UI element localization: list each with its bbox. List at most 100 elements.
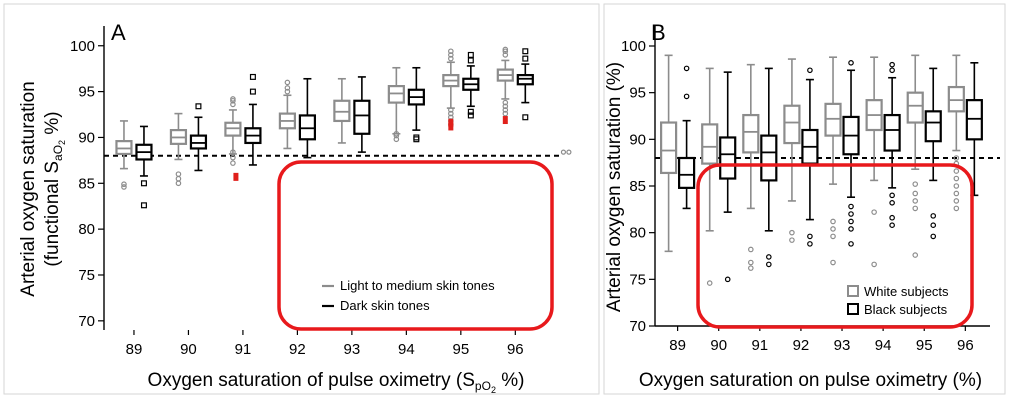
outlier-point — [502, 110, 509, 117]
y-axis-title-subsub: 2 — [57, 140, 67, 145]
outlier-point — [953, 198, 960, 204]
legend-label: Dark skin tones — [340, 298, 430, 313]
x-tick-label: 95 — [452, 341, 469, 358]
outlier-point — [467, 108, 474, 115]
outlier-point — [683, 65, 690, 72]
outlier-point — [566, 149, 572, 155]
outlier-point — [912, 181, 919, 187]
outlier-point — [807, 67, 813, 74]
outlier-point — [748, 246, 754, 253]
outlier-point — [448, 55, 454, 62]
outlier-point — [393, 130, 400, 137]
y-tick-label: 85 — [629, 178, 646, 195]
outlier-point — [830, 226, 836, 232]
x-tick-label: 91 — [235, 341, 252, 358]
outlier-point — [807, 241, 813, 247]
box-iqr — [783, 104, 801, 145]
outlier-point — [706, 280, 713, 286]
y-tick-label: 70 — [629, 318, 646, 335]
box-iqr — [742, 113, 760, 154]
y-tick-label: 90 — [629, 131, 646, 148]
legend-label: Black subjects — [864, 302, 948, 317]
legend-label: White subjects — [864, 284, 949, 299]
y-axis-title-suffix: %) — [42, 111, 63, 140]
x-tick-label: 89 — [669, 337, 686, 354]
outlier-point — [502, 99, 509, 106]
highlight-marker — [448, 122, 454, 131]
outlier-point — [830, 259, 836, 266]
outlier-point — [195, 103, 202, 110]
outlier-point — [953, 175, 960, 182]
highlight-marker — [502, 116, 508, 125]
box-iqr — [189, 134, 208, 150]
box-iqr — [660, 121, 678, 175]
outlier-point — [121, 184, 127, 190]
outlier-point — [848, 203, 854, 210]
outlier-point — [953, 168, 960, 174]
outlier-point — [502, 107, 509, 113]
outlier-point — [467, 112, 474, 119]
outlier-point — [393, 132, 400, 139]
outlier-point — [230, 101, 236, 108]
x-tick-label: 90 — [180, 341, 197, 358]
x-tick-label: 96 — [957, 337, 974, 354]
outlier-point — [889, 61, 895, 68]
outlier-point — [889, 222, 895, 229]
y-axis-title-line2: (functional SaO2 %) — [42, 111, 67, 266]
outlier-point — [889, 214, 895, 221]
legend-swatch — [847, 285, 859, 297]
panel-a: 70 75 80 85 90 95 100 89 90 91 92 93 94 95 96 A Arterial… — [18, 20, 572, 395]
outlier-point — [871, 261, 877, 268]
outlier-point — [448, 52, 454, 58]
x-axis-title: Oxygen saturation of pulse oximetry (SpO… — [148, 370, 525, 395]
legend-swatch — [847, 303, 859, 315]
outlier-point — [175, 175, 182, 182]
outlier-point — [848, 59, 854, 66]
outlier-point — [393, 136, 400, 143]
x-tick-label: 92 — [289, 341, 306, 358]
panel-letter: B — [651, 20, 666, 45]
outlier-point — [121, 181, 127, 188]
outlier-point — [871, 209, 877, 215]
outlier-point — [830, 218, 836, 225]
outlier-point — [175, 171, 182, 177]
outlier-point — [930, 213, 937, 219]
outlier-point — [140, 180, 147, 187]
outlier-point — [953, 183, 960, 189]
outlier-point — [912, 252, 919, 258]
outlier-point — [848, 241, 854, 247]
outlier-point — [448, 48, 454, 55]
x-tick-label: 94 — [875, 337, 892, 354]
outlier-point — [230, 160, 236, 166]
x-tick-label: 94 — [398, 341, 415, 358]
box-iqr — [516, 73, 534, 86]
outlier-point — [230, 97, 236, 104]
panel-letter: A — [111, 20, 126, 45]
x-tick-label: 96 — [507, 341, 524, 358]
y-tick-label: 70 — [78, 313, 95, 330]
box-iqr — [760, 134, 778, 182]
outlier-point — [502, 48, 509, 55]
outlier-point — [284, 79, 291, 86]
box-iqr — [924, 110, 942, 143]
x-axis-title-suffix: %) — [496, 370, 525, 391]
outlier-point — [912, 190, 919, 197]
y-tick-label: 75 — [629, 271, 646, 288]
outlier-point — [953, 155, 960, 161]
outlier-point — [467, 51, 474, 58]
box-iqr — [947, 85, 965, 113]
outlier-point — [502, 52, 509, 58]
outlier-point — [930, 233, 937, 240]
outlier-point — [140, 202, 147, 209]
y-tick-label: 95 — [78, 84, 95, 101]
outlier-point — [766, 261, 772, 268]
outlier-point — [789, 237, 795, 243]
panel-b-frame — [603, 3, 1006, 395]
outlier-point — [560, 149, 567, 155]
x-tick-label: 91 — [751, 337, 768, 354]
outlier-point — [930, 222, 937, 229]
box-iqr — [965, 99, 983, 141]
outlier-point — [249, 88, 256, 95]
x-axis-title-sub: pO — [475, 379, 491, 393]
